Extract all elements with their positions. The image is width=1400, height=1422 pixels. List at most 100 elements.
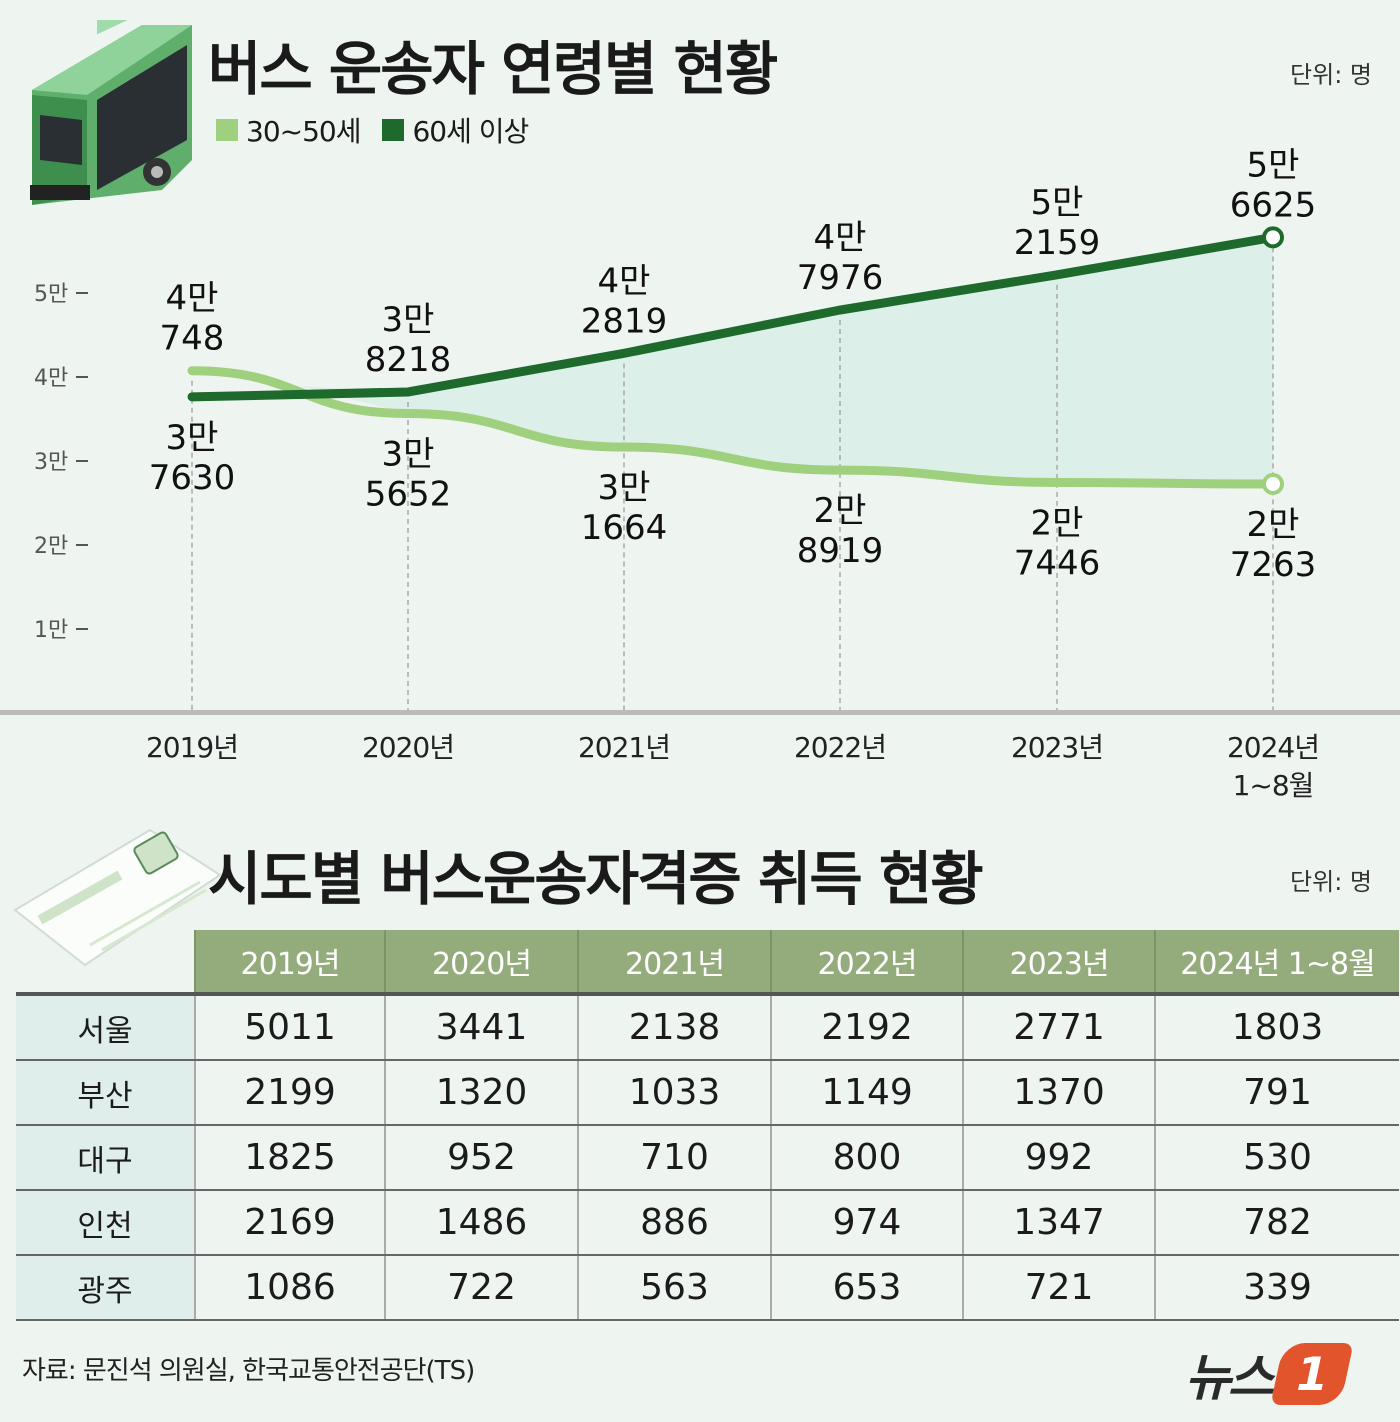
- bus-illustration: [30, 20, 192, 205]
- data-label: 2만: [1247, 505, 1300, 545]
- data-label: 2159: [1014, 223, 1101, 263]
- table-cell: 886: [577, 1190, 771, 1256]
- row-header: 광주: [16, 1255, 195, 1321]
- license-card-illustration: [13, 828, 222, 967]
- col-header: 2023년: [962, 930, 1155, 994]
- table-cell: 782: [1154, 1190, 1399, 1256]
- data-label: 3만: [382, 435, 435, 475]
- data-label: 4만: [166, 279, 219, 319]
- table-cell: 1149: [770, 1060, 963, 1126]
- row-header: 부산: [16, 1060, 195, 1126]
- gap-area: [300, 237, 1273, 484]
- legend: 30~50세 60세 이상: [216, 110, 529, 150]
- line-chart: 1만 2만 3만 4만 5만 2019년 2020년 2021년 2022년 2023년 2024년…: [0, 145, 1400, 802]
- chart-title: 버스 운송자 연령별 현황: [208, 35, 778, 103]
- data-label: 7446: [1014, 543, 1101, 583]
- table-row: 인천 2169 1486 886 974 1347 782: [16, 1190, 1399, 1256]
- table-cell: 791: [1154, 1060, 1399, 1126]
- col-header: 2020년: [384, 930, 578, 994]
- legend-label-30-50: 30~50세: [246, 115, 361, 148]
- data-label: 7263: [1230, 545, 1317, 585]
- table-cell: 1370: [962, 1060, 1155, 1126]
- table-cell: 722: [384, 1255, 578, 1321]
- x-tick-label: 2020년: [362, 731, 454, 764]
- col-header: 2024년 1~8월: [1154, 930, 1399, 994]
- table-cell: 800: [770, 1125, 963, 1191]
- data-label: 2만: [814, 491, 867, 531]
- table-unit: 단위: 명: [1290, 868, 1372, 896]
- logo-mark: 1: [1270, 1343, 1354, 1405]
- col-header: 2022년: [770, 930, 963, 994]
- y-tick-label: 2만: [34, 534, 68, 559]
- table-row: 서울 5011 3441 2138 2192 2771 1803: [16, 992, 1399, 1061]
- table-row: 대구 1825 952 710 800 992 530: [16, 1125, 1399, 1191]
- end-point-marker: [1262, 472, 1284, 495]
- end-point-marker: [1262, 226, 1284, 249]
- data-label: 1664: [581, 508, 668, 548]
- table-cell: 653: [770, 1255, 963, 1321]
- legend-label-60-plus: 60세 이상: [412, 115, 529, 148]
- table-cell: 2771: [962, 992, 1155, 1061]
- table-cell: 1347: [962, 1190, 1155, 1256]
- x-tick-label: 2019년: [146, 731, 238, 764]
- col-header: 2019년: [194, 930, 385, 994]
- x-tick-label: 2024년: [1227, 731, 1319, 764]
- data-label: 8919: [797, 531, 884, 571]
- data-label: 2만: [1031, 503, 1084, 543]
- data-label: 7976: [797, 258, 884, 298]
- table-cell: 530: [1154, 1125, 1399, 1191]
- table-cell: 1086: [194, 1255, 385, 1321]
- x-tick-label: 2023년: [1011, 731, 1103, 764]
- table-cell: 1486: [384, 1190, 578, 1256]
- x-axis-line: [0, 710, 1400, 715]
- table-cell: 974: [770, 1190, 963, 1256]
- data-label: 2819: [581, 301, 668, 341]
- col-header: 2021년: [577, 930, 771, 994]
- data-label: 748: [160, 319, 225, 359]
- legend-swatch-dark: [382, 119, 405, 141]
- legend-swatch-light: [216, 119, 238, 141]
- table-cell: 1033: [577, 1060, 771, 1126]
- table-cell: 5011: [194, 992, 385, 1061]
- news1-logo: 뉴스 1: [1185, 1338, 1354, 1410]
- data-label: 8218: [365, 340, 452, 380]
- data-label: 6625: [1230, 185, 1317, 225]
- table-cell: 2169: [194, 1190, 385, 1256]
- y-tick-label: 3만: [34, 450, 68, 475]
- chart-unit: 단위: 명: [1290, 61, 1372, 89]
- table-cell: 721: [962, 1255, 1155, 1321]
- table-cell: 1825: [194, 1125, 385, 1191]
- row-header: 대구: [16, 1125, 195, 1191]
- row-header: 서울: [16, 992, 195, 1061]
- table-cell: 1803: [1154, 992, 1399, 1061]
- data-label: 3만: [382, 300, 435, 340]
- y-tick-label: 1만: [34, 618, 68, 643]
- source-note: 자료: 문진석 의원실, 한국교통안전공단(TS): [22, 1356, 475, 1386]
- row-header: 인천: [16, 1190, 195, 1256]
- series-line-60-plus: [187, 232, 1278, 402]
- data-label: 5만: [1031, 183, 1084, 223]
- table-cell: 3441: [384, 992, 578, 1061]
- series-line-30-50: [187, 366, 1278, 489]
- data-label: 3만: [166, 418, 219, 458]
- x-tick-label: 2022년: [794, 731, 886, 764]
- y-tick-label: 4만: [34, 366, 68, 391]
- data-label: 4만: [598, 261, 651, 301]
- table-cell: 992: [962, 1125, 1155, 1191]
- x-tick-label: 1~8월: [1233, 769, 1314, 802]
- data-label: 4만: [814, 218, 867, 258]
- table-cell: 952: [384, 1125, 578, 1191]
- data-label: 3만: [598, 468, 651, 508]
- data-label: 5만: [1247, 145, 1300, 185]
- table-cell: 339: [1154, 1255, 1399, 1321]
- table-cell: 1320: [384, 1060, 578, 1126]
- table-row: 부산 2199 1320 1033 1149 1370 791: [16, 1060, 1399, 1126]
- table-cell: 2199: [194, 1060, 385, 1126]
- table-row: 광주 1086 722 563 653 721 339: [16, 1255, 1399, 1321]
- license-table: 2019년 2020년 2021년 2022년 2023년 2024년 1~8월…: [16, 930, 1399, 1321]
- x-tick-label: 2021년: [578, 731, 670, 764]
- table-cell: 563: [577, 1255, 771, 1321]
- data-label: 5652: [365, 475, 452, 515]
- table-cell: 710: [577, 1125, 771, 1191]
- table-title: 시도별 버스운송자격증 취득 현황: [208, 845, 984, 913]
